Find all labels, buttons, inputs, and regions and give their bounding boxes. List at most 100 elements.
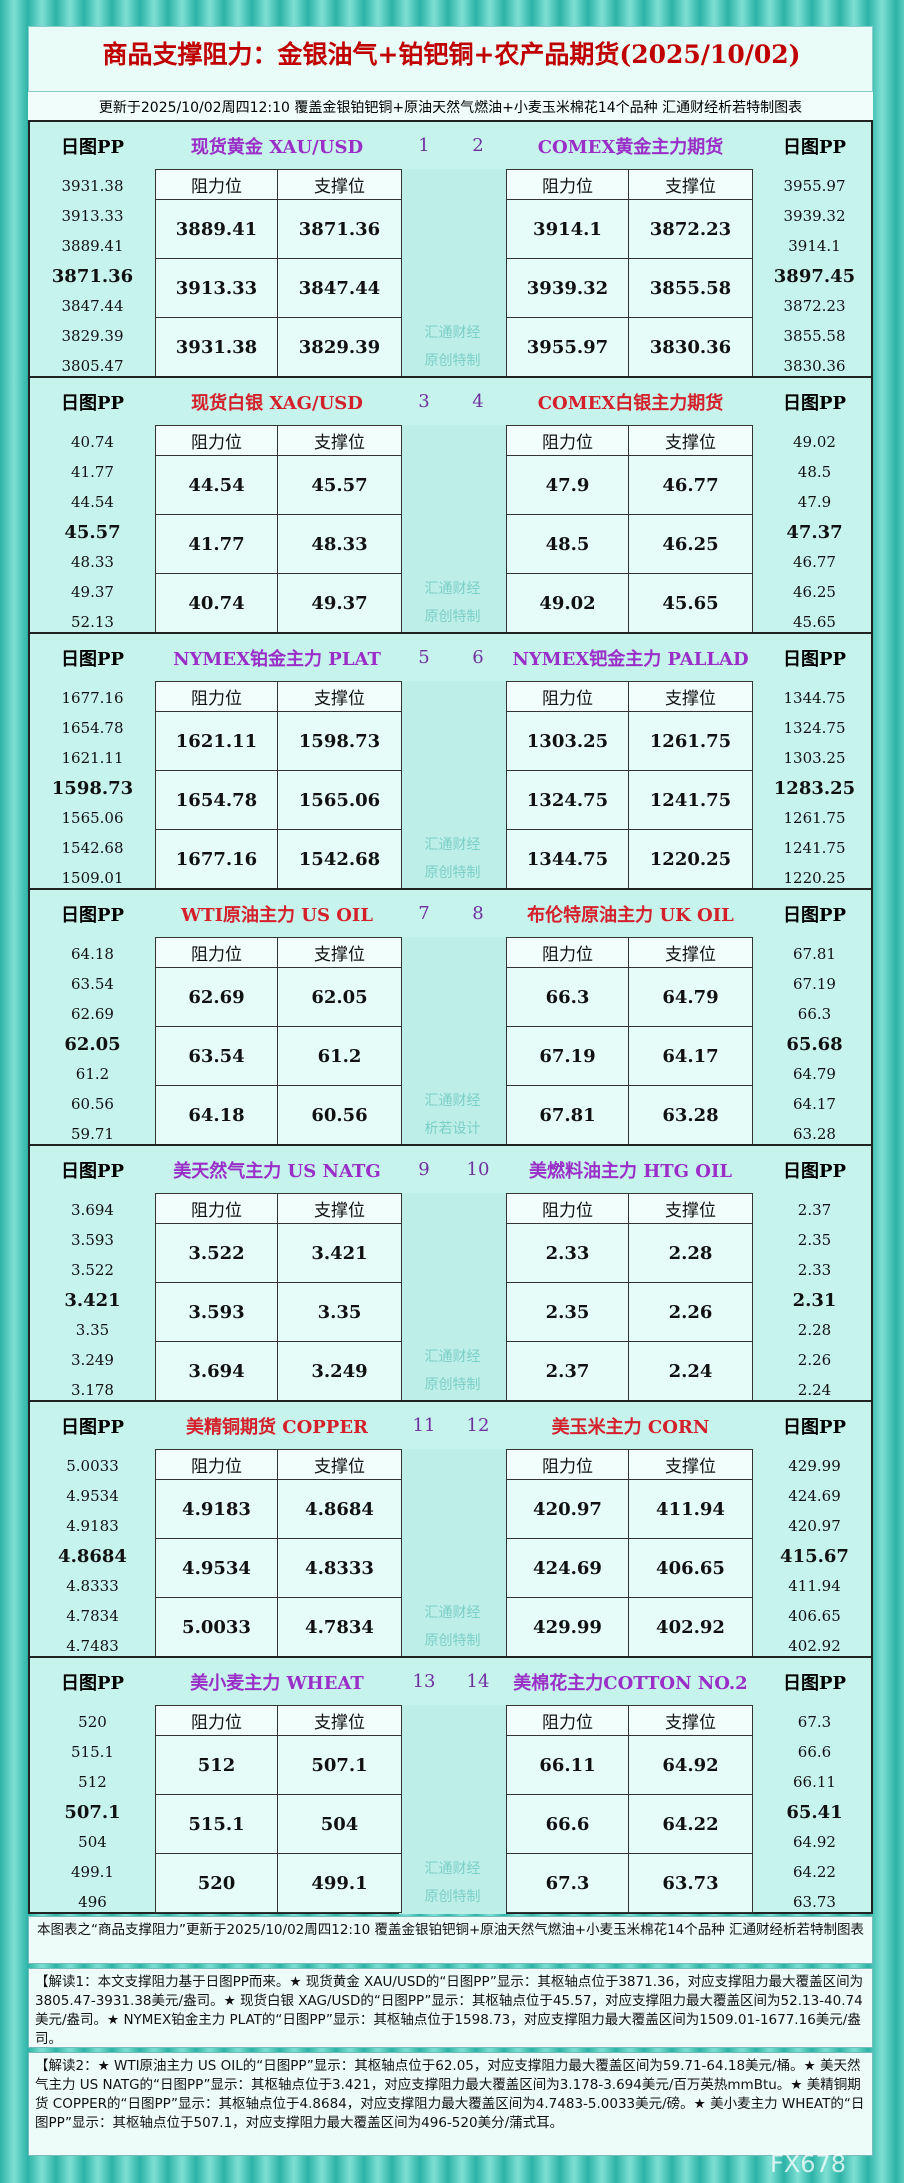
resistance-value: 3889.41 <box>155 199 278 259</box>
pp-value: 504 <box>78 1833 107 1851</box>
instrument-name: 布伦特原油主力 UK OIL <box>527 904 734 926</box>
commodity-block: 日图PP 日图PP 现货白银 XAG/USD 3 4 COMEX白银主力期货 汇通财经 原创特… <box>28 376 873 634</box>
pp-value: 402.92 <box>788 1637 841 1655</box>
resistance-value: 3.593 <box>155 1282 278 1342</box>
pp-header: 日图PP <box>782 1672 847 1694</box>
pp-value: 2.37 <box>797 1201 832 1219</box>
pp-value: 1241.75 <box>783 839 846 857</box>
table-header: 支撑位 <box>277 169 402 200</box>
table-header: 支撑位 <box>628 1449 753 1480</box>
support-value: 3.249 <box>277 1341 402 1401</box>
support-value: 45.57 <box>277 455 402 515</box>
support-value: 1261.75 <box>628 711 753 771</box>
pp-header: 日图PP <box>782 1416 847 1438</box>
support-value: 64.17 <box>628 1026 753 1086</box>
pp-value: 64.79 <box>793 1065 836 1083</box>
pp-value: 63.54 <box>71 975 114 993</box>
support-value: 504 <box>277 1794 402 1854</box>
support-value: 46.25 <box>628 514 753 574</box>
pp-value: 429.99 <box>788 1457 841 1475</box>
pp-value: 496 <box>78 1893 107 1911</box>
pp-value: 3.249 <box>71 1351 114 1369</box>
resistance-value: 1324.75 <box>506 770 629 830</box>
resistance-value: 47.9 <box>506 455 629 515</box>
pp-value: 3.522 <box>71 1261 114 1279</box>
commodity-block: 日图PP 日图PP 美小麦主力 WHEAT 13 14 美棉花主力COTTON NO.2 汇… <box>28 1656 873 1914</box>
resistance-value: 66.3 <box>506 967 629 1027</box>
support-value: 2.28 <box>628 1223 753 1283</box>
middle-column <box>399 681 506 890</box>
pp-value: 62.05 <box>64 1033 121 1055</box>
watermark: 原创特制 <box>424 609 481 625</box>
watermark: 汇通财经 <box>424 1093 481 1109</box>
pp-value: 3805.47 <box>61 357 124 375</box>
resistance-value: 429.99 <box>506 1597 629 1657</box>
instrument-name: 美天然气主力 US NATG <box>173 1160 381 1182</box>
pp-value: 1220.25 <box>783 869 846 887</box>
support-value: 3847.44 <box>277 258 402 318</box>
table-header: 阻力位 <box>155 1705 278 1736</box>
pp-value: 1303.25 <box>783 749 846 767</box>
instrument-number: 8 <box>472 903 484 924</box>
pp-value: 46.25 <box>793 583 836 601</box>
subtitle-box: 更新于2025/10/02周四12:10 覆盖金银铂钯铜+原油天然气燃油+小麦玉… <box>28 92 873 120</box>
pp-value: 59.71 <box>71 1125 114 1143</box>
table-header: 阻力位 <box>155 1193 278 1224</box>
resistance-value: 2.37 <box>506 1341 629 1401</box>
support-value: 62.05 <box>277 967 402 1027</box>
pp-header: 日图PP <box>782 1160 847 1182</box>
pp-value: 66.6 <box>797 1743 832 1761</box>
resistance-value: 49.02 <box>506 573 629 633</box>
middle-column <box>399 1449 506 1658</box>
pp-header: 日图PP <box>60 136 125 158</box>
table-header: 阻力位 <box>506 681 629 712</box>
table-header: 阻力位 <box>506 1705 629 1736</box>
resistance-value: 41.77 <box>155 514 278 574</box>
instrument-number: 4 <box>472 391 484 412</box>
middle-column <box>399 169 506 378</box>
support-value: 1542.68 <box>277 829 402 889</box>
instrument-number: 12 <box>466 1415 490 1436</box>
commodity-block: 日图PP 日图PP 美精铜期货 COPPER 11 12 美玉米主力 CORN 汇通财经 原创… <box>28 1400 873 1658</box>
table-header: 阻力位 <box>506 425 629 456</box>
support-value: 63.73 <box>628 1853 753 1913</box>
pp-value: 4.8333 <box>66 1577 119 1595</box>
middle-column <box>399 1193 506 1402</box>
pp-value: 63.73 <box>793 1893 836 1911</box>
watermark: 原创特制 <box>424 865 481 881</box>
support-value: 406.65 <box>628 1538 753 1598</box>
pp-value: 1598.73 <box>51 777 134 799</box>
instrument-number: 5 <box>418 647 430 668</box>
instrument-number: 10 <box>466 1159 490 1180</box>
support-value: 1598.73 <box>277 711 402 771</box>
resistance-value: 515.1 <box>155 1794 278 1854</box>
resistance-value: 2.35 <box>506 1282 629 1342</box>
support-value: 48.33 <box>277 514 402 574</box>
instrument-name: COMEX白银主力期货 <box>537 392 724 414</box>
pp-value: 66.3 <box>797 1005 832 1023</box>
table-header: 支撑位 <box>628 169 753 200</box>
support-value: 3829.39 <box>277 317 402 377</box>
subtitle: 更新于2025/10/02周四12:10 覆盖金银铂钯铜+原油天然气燃油+小麦玉… <box>98 100 803 116</box>
table-header: 支撑位 <box>628 425 753 456</box>
analysis-paragraph: 【解读1：本文支撑阻力基于日图PP而来。★ 现货黄金 XAU/USD的“日图PP… <box>28 1968 873 2048</box>
pp-header: 日图PP <box>60 1416 125 1438</box>
pp-value: 64.18 <box>71 945 114 963</box>
support-value: 64.79 <box>628 967 753 1027</box>
instrument-number: 13 <box>412 1671 436 1692</box>
pp-value: 3855.58 <box>783 327 846 345</box>
pp-header: 日图PP <box>60 1672 125 1694</box>
pp-value: 3872.23 <box>783 297 846 315</box>
support-value: 1241.75 <box>628 770 753 830</box>
pp-value: 66.11 <box>793 1773 836 1791</box>
pp-header: 日图PP <box>782 904 847 926</box>
resistance-value: 4.9183 <box>155 1479 278 1539</box>
pp-value: 49.37 <box>71 583 114 601</box>
resistance-value: 67.19 <box>506 1026 629 1086</box>
support-value: 3830.36 <box>628 317 753 377</box>
pp-value: 4.9183 <box>66 1517 119 1535</box>
table-header: 阻力位 <box>506 1449 629 1480</box>
instrument-name: 美精铜期货 COPPER <box>185 1416 369 1438</box>
pp-value: 44.54 <box>71 493 114 511</box>
